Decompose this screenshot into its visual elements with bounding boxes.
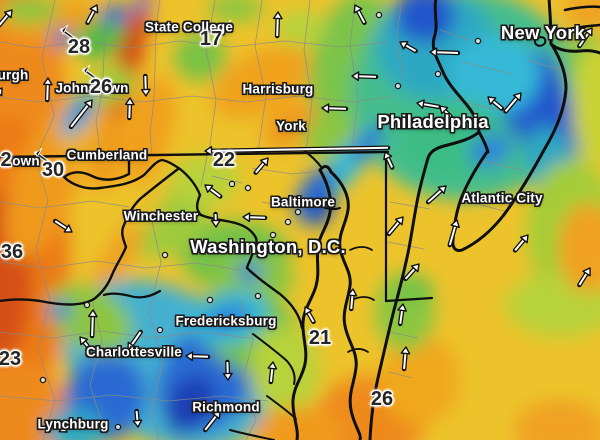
wind-arrow xyxy=(140,73,151,97)
city-label: Cumberland xyxy=(66,147,148,163)
wind-arrow xyxy=(403,263,420,282)
station-dot xyxy=(228,180,236,188)
city-label: urgh xyxy=(0,67,29,83)
wind-barb-icon xyxy=(34,147,49,163)
wind-arrow xyxy=(0,87,3,97)
station-dot xyxy=(83,301,91,309)
wind-arrow xyxy=(347,288,358,312)
wind-arrow xyxy=(577,267,591,288)
station-dot xyxy=(375,11,383,19)
city-label: York xyxy=(276,118,306,134)
wind-reading: 22 xyxy=(212,149,236,171)
wind-reading: 36 xyxy=(0,241,24,263)
wind-arrow xyxy=(577,27,593,49)
city-label: Harrisburg xyxy=(242,81,314,97)
wind-arrow xyxy=(242,212,268,223)
station-dot xyxy=(39,376,47,384)
wind-arrow xyxy=(399,40,418,54)
station-dot xyxy=(394,82,402,90)
wind-arrow xyxy=(204,184,223,199)
wind-reading: 23 xyxy=(0,348,22,370)
wind-arrow xyxy=(416,99,441,110)
wind-arrow xyxy=(50,419,68,433)
wind-barb-icon xyxy=(82,64,97,80)
city-label: Richmond xyxy=(192,399,260,415)
wind-arrow xyxy=(204,145,391,156)
wind-arrow xyxy=(425,185,447,205)
wind-arrow xyxy=(87,309,98,339)
city-label: Baltimore xyxy=(270,194,336,210)
wind-arrow xyxy=(353,4,367,25)
wind-arrow xyxy=(210,211,221,228)
city-label: own xyxy=(12,153,40,169)
wind-arrow xyxy=(52,218,73,233)
station-dot xyxy=(161,251,169,259)
station-dot xyxy=(294,208,302,216)
wind-arrow xyxy=(439,105,453,119)
wind-arrow xyxy=(185,351,211,362)
city-label: Atlantic City xyxy=(461,190,543,206)
wind-arrow xyxy=(487,96,505,111)
wind-arrow xyxy=(397,303,407,327)
station-dot xyxy=(254,292,262,300)
wind-arrow xyxy=(351,71,379,82)
wind-arrow xyxy=(503,92,522,114)
wind-arrow xyxy=(400,346,411,372)
city-label: Johnstown xyxy=(55,80,129,96)
wind-arrow xyxy=(127,329,143,351)
wind-reading: 2 xyxy=(0,149,12,171)
station-dot xyxy=(206,296,214,304)
wind-arrow xyxy=(79,336,91,350)
station-dot xyxy=(434,70,442,78)
wind-arrow xyxy=(321,103,349,114)
station-dot xyxy=(284,218,292,226)
city-label: Washington, D.C. xyxy=(190,235,346,257)
wind-arrow xyxy=(386,216,404,237)
wind-arrow xyxy=(85,4,99,25)
wind-arrow xyxy=(253,157,269,175)
city-label: Fredericksburg xyxy=(175,313,277,329)
station-dot xyxy=(244,184,252,192)
wind-arrow xyxy=(0,9,13,28)
station-dot xyxy=(269,231,277,239)
wind-arrow xyxy=(383,151,395,170)
city-label: Lynchburg xyxy=(37,416,109,432)
wind-arrow xyxy=(272,11,283,39)
wind-arrow xyxy=(303,306,316,325)
wind-arrow xyxy=(222,359,233,381)
wind-arrow xyxy=(132,408,143,428)
wind-arrow xyxy=(447,219,460,248)
wind-arrow xyxy=(202,410,221,433)
city-label: Philadelphia xyxy=(377,110,489,132)
city-label: New York xyxy=(500,21,586,43)
city-label: State College xyxy=(144,19,234,35)
wind-arrow xyxy=(429,47,461,58)
wind-reading: 26 xyxy=(370,388,394,410)
wind-arrow xyxy=(68,99,93,130)
wind-reading: 30 xyxy=(41,159,65,181)
station-dot xyxy=(114,423,122,431)
county-lines xyxy=(0,0,561,440)
wind-arrow xyxy=(42,77,53,103)
station-dot xyxy=(474,37,482,45)
wind-arrow xyxy=(512,234,529,253)
wind-arrow xyxy=(267,361,278,385)
wind-barb-icon xyxy=(60,24,75,40)
wind-reading: 21 xyxy=(308,327,332,349)
wind-reading: 17 xyxy=(199,28,223,50)
city-label: Winchester xyxy=(123,208,199,224)
wind-reading: 26 xyxy=(89,76,113,98)
station-dot xyxy=(156,326,164,334)
wind-barb-icon xyxy=(216,19,232,32)
wind-reading: 28 xyxy=(67,36,91,58)
city-label: Charlottesville xyxy=(85,344,183,360)
wind-arrow xyxy=(124,97,135,121)
